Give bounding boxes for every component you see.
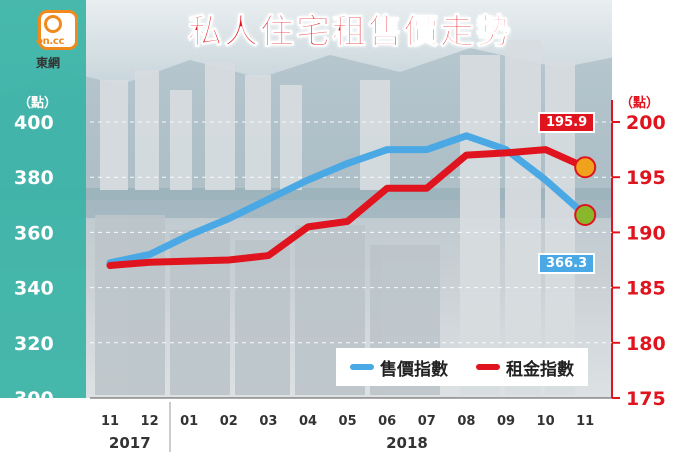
right-tick-label: 195 xyxy=(626,167,666,189)
legend-swatch-sale xyxy=(350,364,374,370)
right-axis-unit: （點） xyxy=(620,96,660,111)
legend-item-rent: 租金指數 xyxy=(476,355,574,380)
legend-item-sale: 售價指數 xyxy=(350,355,448,380)
left-tick-label: 320 xyxy=(14,333,54,355)
legend: 售價指數 租金指數 xyxy=(336,348,588,386)
series-lines xyxy=(106,132,589,270)
chart-title: 私人住宅租售價走勢 xyxy=(188,12,512,53)
x-axis-ticks: 11 12 01 02 03 04 05 06 07 08 09 10 11 2017 2018 xyxy=(101,414,594,452)
left-tick-label: 300 xyxy=(14,388,54,410)
sale-end-marker-icon xyxy=(574,204,597,227)
left-tick-label: 400 xyxy=(14,112,54,134)
right-tick-label: 190 xyxy=(626,222,666,244)
x-tick-label: 01 xyxy=(180,414,198,429)
x-tick-label: 10 xyxy=(537,414,555,429)
x-tick-label: 11 xyxy=(101,414,119,429)
left-axis-ticks: 300 320 340 360 380 400 xyxy=(14,112,54,410)
right-tick-label: 200 xyxy=(626,112,666,134)
right-tick-label: 180 xyxy=(626,333,666,355)
year-label: 2018 xyxy=(386,434,428,452)
rent-end-marker-icon xyxy=(574,156,597,179)
sale-last-value-callout: 366.3 xyxy=(538,253,596,274)
year-label: 2017 xyxy=(109,434,151,452)
right-axis-band xyxy=(612,0,700,460)
logo-subtext: 東網 xyxy=(36,56,61,70)
end-markers xyxy=(574,156,597,227)
left-tick-label: 360 xyxy=(14,222,54,244)
x-tick-label: 04 xyxy=(299,414,317,429)
x-tick-label: 06 xyxy=(378,414,396,429)
right-axis-ticks: 175 180 185 190 195 200 xyxy=(612,112,666,410)
legend-label-sale: 售價指數 xyxy=(380,359,448,380)
x-tick-label: 05 xyxy=(339,414,357,429)
oncc-logo: on.cc 東網 xyxy=(34,6,84,74)
left-axis-band xyxy=(0,0,86,460)
x-tick-label: 07 xyxy=(418,414,436,429)
left-tick-label: 380 xyxy=(14,167,54,189)
legend-label-rent: 租金指數 xyxy=(506,359,574,380)
logo-mark-icon xyxy=(44,15,62,33)
rent-last-value-callout: 195.9 xyxy=(538,112,596,133)
x-tick-label: 11 xyxy=(576,414,594,429)
legend-swatch-rent xyxy=(476,364,500,370)
x-tick-label: 03 xyxy=(259,414,277,429)
x-tick-label: 12 xyxy=(141,414,159,429)
left-axis-unit: （點） xyxy=(18,96,58,111)
bottom-axis-band xyxy=(0,398,700,460)
logo-text: on.cc xyxy=(36,36,65,47)
right-tick-label: 185 xyxy=(626,278,666,300)
x-tick-label: 08 xyxy=(457,414,475,429)
right-tick-label: 175 xyxy=(626,388,666,410)
x-tick-label: 09 xyxy=(497,414,515,429)
gridlines xyxy=(90,121,612,344)
left-tick-label: 340 xyxy=(14,278,54,300)
x-tick-label: 02 xyxy=(220,414,238,429)
